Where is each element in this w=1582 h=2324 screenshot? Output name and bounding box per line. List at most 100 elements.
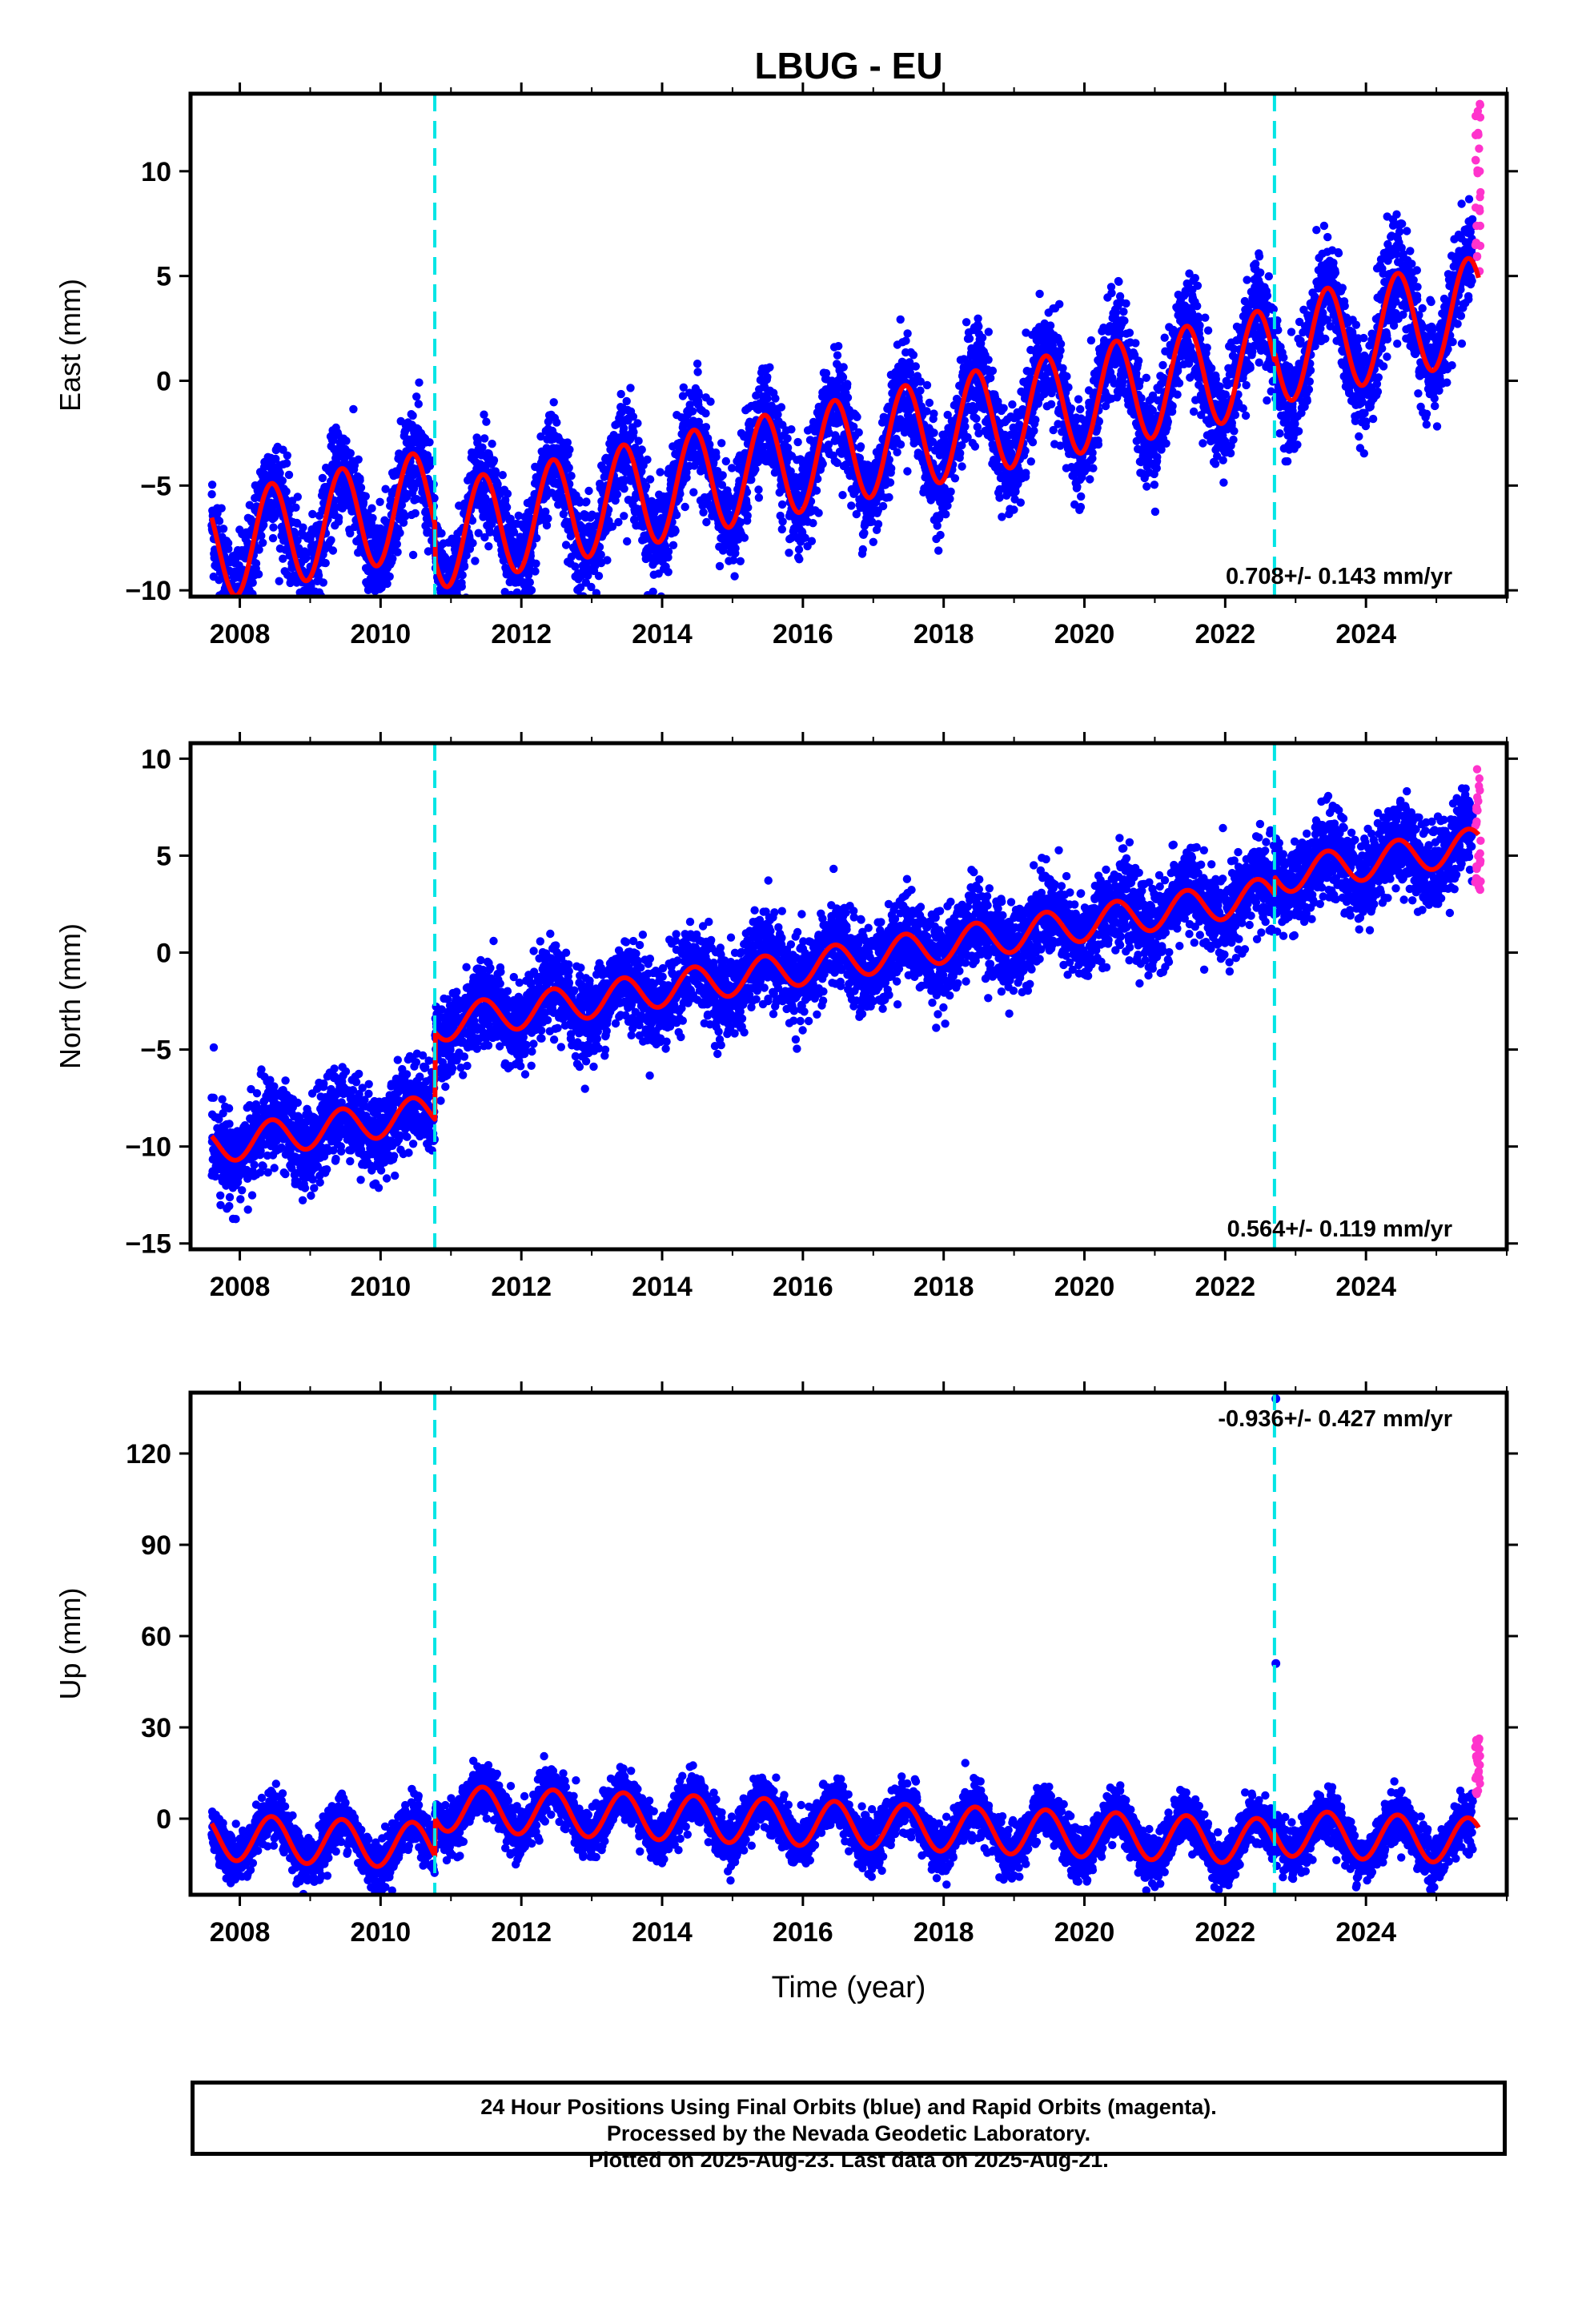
data-point [1168, 401, 1177, 411]
data-point [480, 434, 489, 443]
data-point [356, 483, 366, 493]
data-point [984, 328, 994, 336]
data-point [527, 585, 536, 595]
data-point [626, 384, 635, 392]
data-point [1076, 502, 1086, 512]
data-point [381, 485, 390, 493]
data-point [304, 601, 312, 609]
data-point [693, 368, 702, 376]
data-point [736, 557, 745, 565]
data-point [885, 478, 895, 487]
data-point [217, 504, 226, 513]
data-point [227, 609, 235, 617]
data-point [793, 437, 802, 447]
data-point [688, 407, 697, 416]
data-point [318, 473, 327, 483]
data-point [809, 519, 817, 528]
data-point [430, 493, 439, 503]
data-point [998, 513, 1006, 521]
data-point [226, 604, 234, 612]
data-point [634, 436, 643, 445]
data-point [594, 572, 604, 581]
data-point [342, 436, 351, 445]
data-point [443, 605, 451, 613]
data-point [346, 529, 355, 538]
data-point [620, 485, 628, 493]
data-point [1094, 440, 1103, 449]
data-point [1163, 417, 1173, 426]
data-point [1131, 339, 1140, 348]
data-point [1010, 505, 1018, 514]
data-point [1125, 328, 1134, 337]
data-point [1055, 300, 1064, 308]
data-point [502, 503, 512, 512]
data-point [763, 372, 772, 382]
data-point [656, 468, 665, 476]
data-point [671, 526, 680, 536]
data-point [223, 605, 231, 613]
data-point [701, 409, 710, 418]
data-point [519, 610, 527, 618]
data-point [807, 537, 817, 545]
data-point [1056, 340, 1066, 348]
data-point [901, 336, 910, 345]
data-point [721, 456, 730, 466]
data-point [219, 525, 228, 533]
data-point [999, 404, 1008, 412]
data-point [224, 545, 233, 553]
data-point [1120, 316, 1129, 325]
data-point [393, 548, 402, 557]
data-point [368, 513, 377, 523]
data-point [896, 440, 905, 449]
data-point [712, 452, 721, 461]
data-point [207, 480, 217, 489]
data-point [328, 546, 338, 555]
data-point [301, 607, 309, 615]
data-point [299, 600, 307, 608]
data-point [1026, 457, 1036, 466]
data-point [689, 488, 698, 497]
data-point [484, 542, 493, 551]
data-point [1122, 299, 1130, 308]
data-point [603, 556, 612, 565]
data-point [438, 631, 446, 639]
data-point [777, 500, 787, 509]
data-point [869, 537, 878, 546]
data-point [838, 491, 847, 500]
data-point [854, 428, 863, 437]
data-point [254, 569, 263, 579]
data-point [327, 536, 335, 545]
data-point [227, 601, 235, 609]
data-point [664, 568, 673, 577]
data-point [922, 380, 932, 390]
data-point [346, 448, 355, 458]
data-point [282, 487, 291, 496]
data-point [682, 473, 691, 482]
data-point [307, 581, 315, 590]
data-point [354, 455, 363, 464]
data-point [934, 546, 943, 555]
data-point [620, 512, 628, 521]
data-point [1086, 475, 1094, 484]
data-point [582, 497, 591, 506]
data-point [893, 448, 901, 456]
data-point [637, 445, 646, 454]
data-point [319, 578, 327, 587]
data-point [754, 485, 763, 494]
plot-area [207, 94, 1485, 639]
data-point [307, 622, 315, 630]
data-point [411, 509, 420, 518]
data-point [1031, 416, 1040, 424]
data-point [787, 425, 796, 434]
data-point [930, 428, 938, 437]
data-point [1011, 487, 1020, 497]
data-point [215, 609, 223, 617]
data-point [388, 554, 397, 563]
data-point [399, 518, 408, 527]
data-point [321, 558, 330, 568]
data-point [946, 494, 954, 504]
data-point [269, 523, 278, 532]
data-point [958, 462, 966, 471]
data-point [219, 605, 227, 613]
